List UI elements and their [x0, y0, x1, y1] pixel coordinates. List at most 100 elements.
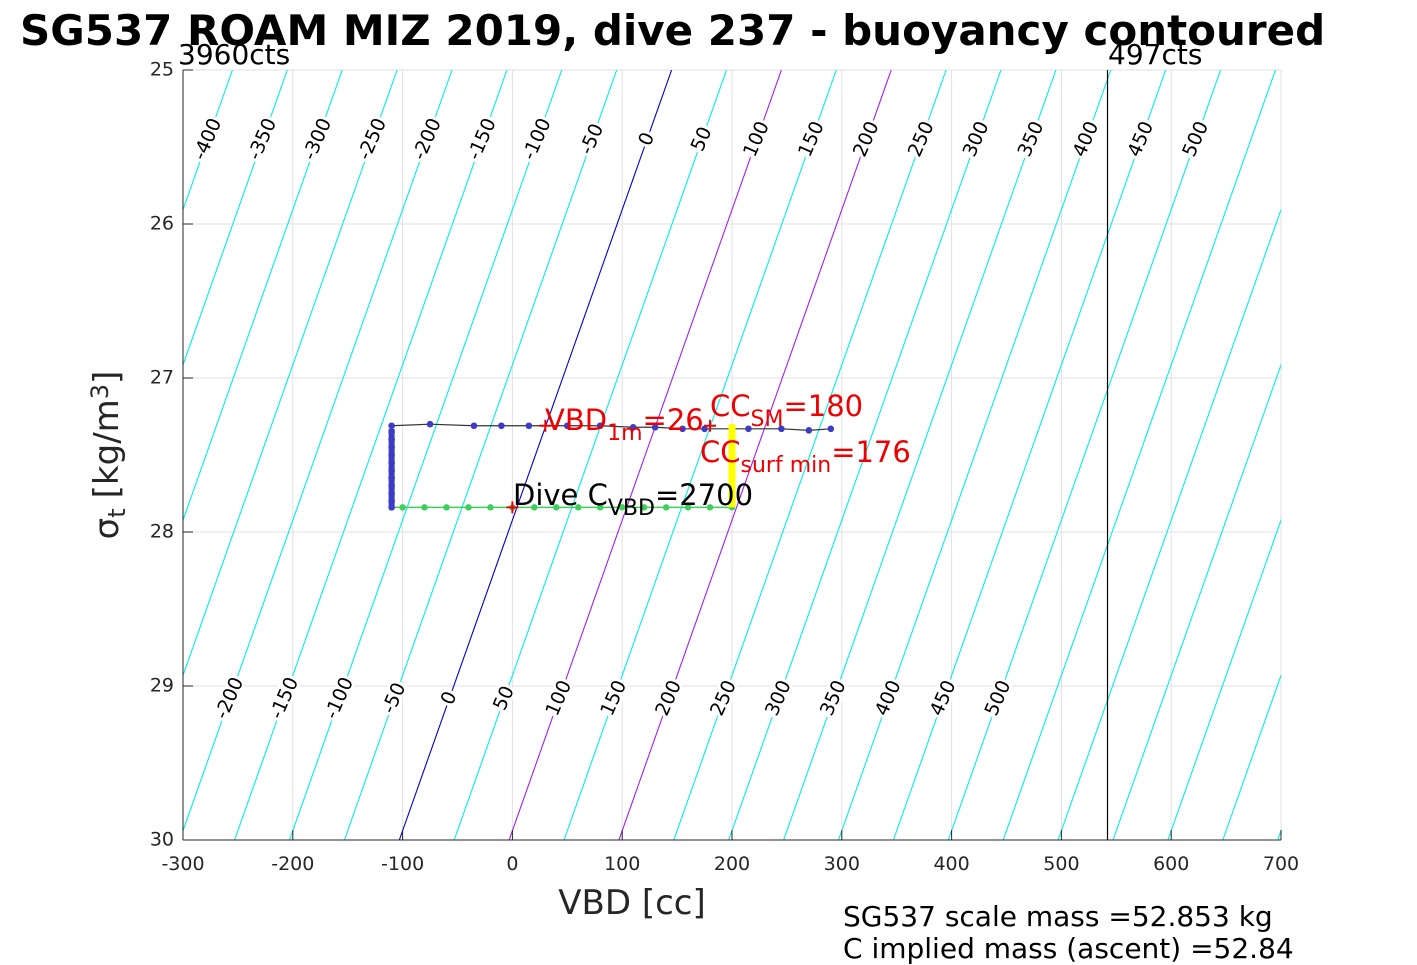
contour-line	[508, 70, 782, 840]
buoyancy-chart: -400 -350 -300 -250 -200 -150 -100 -50 0 50 100 150…	[86, 59, 1299, 924]
y-axis-label-part: [kg/m	[87, 399, 127, 498]
y-axis-label: σt [kg/m3]	[86, 371, 131, 540]
ascent-point	[778, 425, 785, 433]
contour-line	[183, 70, 343, 522]
ascent-point	[470, 422, 478, 430]
vbd-1m-label-tail: =26	[643, 403, 704, 437]
x-tick-label: 400	[933, 853, 969, 875]
contour-line	[673, 70, 947, 840]
ascent-point	[745, 425, 752, 433]
y-axis-label-part: t	[103, 508, 131, 517]
y-tick-label: 28	[150, 521, 174, 543]
figure-title: SG537 ROAM MIZ 2019, dive 237 - buoyancy…	[20, 6, 1326, 55]
dive-c-vbd-label-sub: VBD	[608, 496, 655, 521]
descent-point	[684, 504, 692, 511]
y-tick-label: 25	[150, 59, 174, 81]
cc-sm-label-sub: SM	[751, 407, 784, 432]
ascent-point	[564, 422, 571, 430]
descent-point	[597, 504, 604, 511]
y-tick-label: 30	[150, 829, 174, 851]
cc-sm-label-tail: =180	[783, 389, 863, 423]
contour-line	[892, 70, 1167, 840]
descent-point	[399, 504, 406, 511]
ascent-point	[805, 427, 813, 434]
contour-line	[1167, 518, 1281, 840]
x-tick-label: -200	[271, 853, 314, 875]
contour-line	[183, 70, 398, 678]
x-tick-label: 500	[1043, 853, 1079, 875]
grid	[182, 69, 1282, 841]
ascent-point	[426, 420, 434, 428]
ascent-point	[679, 425, 686, 433]
x-tick-label: 300	[824, 853, 860, 875]
descent-point	[465, 504, 472, 511]
cc-surf-min-label-main: CC	[700, 435, 741, 469]
descent-point	[640, 504, 648, 511]
x-tick-label: 200	[714, 853, 750, 875]
ascent-point	[596, 422, 604, 430]
descent-point	[575, 504, 582, 511]
figure: SG537 ROAM MIZ 2019, dive 237 - buoyancy…	[20, 6, 1326, 965]
x-tick-label: 700	[1263, 853, 1299, 875]
y-tick-label: 26	[150, 213, 174, 235]
vbd-1m-label-main: VBD	[545, 403, 607, 437]
contour-line	[183, 70, 453, 833]
x-tick-label: 600	[1153, 853, 1189, 875]
contour-line	[398, 70, 673, 840]
cc-sm-label: CCSM=180	[710, 389, 863, 432]
cc-sm-label-main: CC	[710, 389, 751, 423]
x-axis-label: VBD [cc]	[558, 883, 706, 923]
ascent-point	[827, 425, 835, 433]
dive-c-vbd-label-tail: =2700	[655, 478, 753, 512]
contour-line	[783, 70, 1057, 840]
contour-line	[618, 70, 892, 840]
ascent-point	[525, 422, 533, 430]
contour-line	[1222, 673, 1281, 840]
y-axis-label-part: 3	[86, 384, 114, 399]
x-tick-label: -300	[161, 853, 204, 875]
cc-surf-min-label: CCsurf min=176	[700, 435, 911, 478]
descent-point	[553, 504, 560, 511]
contour-line	[563, 70, 837, 840]
buoyancy-contours	[183, 70, 1281, 840]
contour-line	[1057, 208, 1281, 840]
cc-surf-min-label-sub: surf min	[741, 453, 832, 478]
dive-c-vbd-label: Dive CVBD=2700	[513, 478, 753, 521]
ascent-point	[629, 423, 637, 431]
y-axis-label-part: σ	[87, 518, 127, 540]
ascent-point	[701, 425, 708, 433]
footer-scale-mass: SG537 scale mass =52.853 kg	[843, 900, 1273, 933]
contour-line	[183, 70, 288, 367]
contour-line	[1002, 70, 1277, 840]
contour-line	[343, 70, 618, 840]
dive-series	[388, 420, 835, 511]
y-tick-label: 29	[150, 675, 174, 697]
contour-line	[453, 70, 728, 840]
descent-point	[706, 504, 714, 511]
contour-line	[728, 70, 1002, 840]
descent-point	[531, 504, 538, 511]
descent-point	[662, 504, 670, 511]
x-tick-label: -100	[381, 853, 424, 875]
axes: -300 -200 -100 0 100 200 300 400 500 600 700 25 26 27…	[86, 59, 1299, 924]
contour-line	[1112, 363, 1281, 840]
descent-point	[619, 504, 626, 511]
x-tick-label: 0	[506, 853, 518, 875]
contour-line	[837, 70, 1112, 840]
y-tick-label: 27	[150, 367, 174, 389]
ascent-point	[498, 422, 505, 430]
contour-line	[288, 70, 563, 840]
top-left-counts-label: 3960cts	[178, 38, 291, 71]
descent-point	[443, 504, 450, 511]
ascent-point	[388, 422, 395, 430]
contour-line	[183, 70, 233, 212]
vbd-1m-label: VBD1m=26	[545, 403, 704, 446]
vbd-1m-label-sub: 1m	[607, 421, 642, 446]
x-tick-label: 100	[604, 853, 640, 875]
descent-point	[421, 504, 428, 511]
contour-line	[947, 70, 1222, 840]
ascent-point	[651, 423, 659, 431]
cc-surf-min-label-tail: =176	[831, 435, 911, 469]
contour-line	[1277, 829, 1281, 840]
